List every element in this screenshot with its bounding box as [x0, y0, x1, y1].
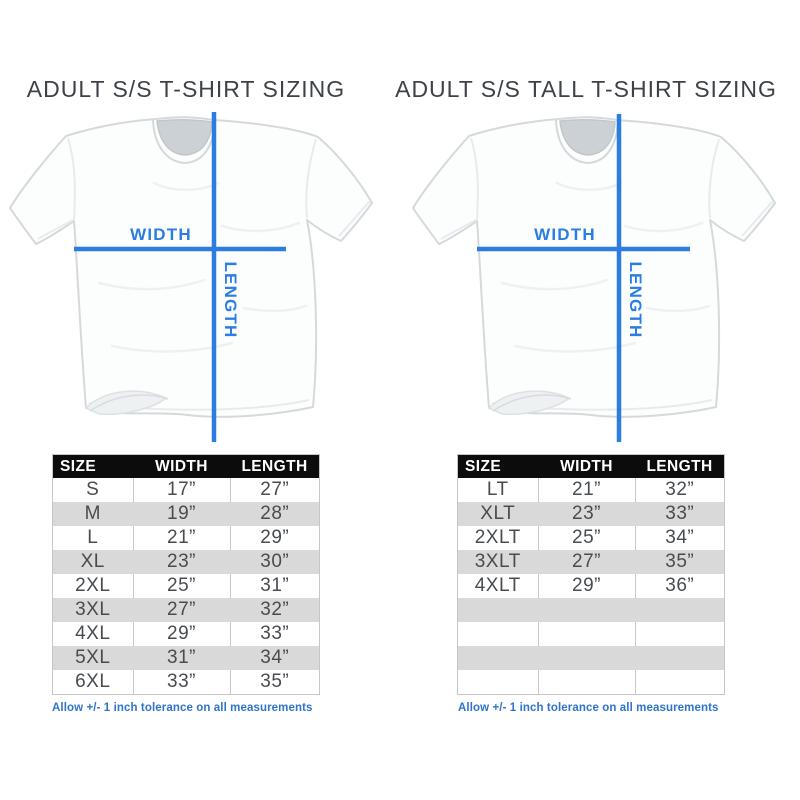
header-width: WIDTH — [133, 454, 230, 478]
width-cell: 25” — [132, 574, 231, 598]
size-cell: 2XL — [52, 574, 134, 598]
size-chart-regular: SIZE WIDTH LENGTH S 17” 27” M 19” 28” L … — [52, 454, 320, 695]
size-cell: 2XLT — [457, 526, 539, 550]
tshirt-illustration — [411, 115, 777, 419]
width-cell: 29” — [537, 574, 636, 598]
width-cell: 31” — [132, 646, 231, 670]
table-header: SIZE WIDTH LENGTH — [52, 454, 320, 478]
width-cell: 17” — [132, 478, 231, 502]
length-cell — [634, 622, 725, 646]
table-body: S 17” 27” M 19” 28” L 21” 29” XL 23” 30”… — [52, 478, 320, 695]
length-cell: 28” — [229, 502, 320, 526]
width-label: WIDTH — [534, 225, 596, 244]
size-cell: 4XLT — [457, 574, 539, 598]
size-cell: LT — [457, 478, 539, 502]
size-cell — [457, 670, 539, 695]
header-size: SIZE — [52, 454, 133, 478]
size-cell: 3XLT — [457, 550, 539, 574]
tshirt-diagram: WIDTH LENGTH — [411, 114, 777, 442]
size-chart-tall: SIZE WIDTH LENGTH LT 21” 32” XLT 23” 33”… — [457, 454, 725, 695]
size-cell — [457, 646, 539, 670]
length-cell: 36” — [634, 574, 725, 598]
size-cell: XLT — [457, 502, 539, 526]
size-cell: 5XL — [52, 646, 134, 670]
width-cell — [537, 598, 636, 622]
width-cell: 27” — [132, 598, 231, 622]
table-row: S 17” 27” — [52, 478, 320, 502]
header-length: LENGTH — [635, 454, 725, 478]
table-row — [457, 598, 725, 622]
length-cell: 32” — [634, 478, 725, 502]
size-cell: 6XL — [52, 670, 134, 695]
width-cell: 19” — [132, 502, 231, 526]
table-row — [457, 622, 725, 646]
width-cell: 27” — [537, 550, 636, 574]
length-cell — [634, 670, 725, 695]
tshirt-diagram: WIDTH LENGTH — [8, 112, 374, 442]
panel-title: ADULT S/S T-SHIRT SIZING — [26, 76, 346, 102]
length-cell: 32” — [229, 598, 320, 622]
header-length: LENGTH — [230, 454, 320, 478]
table-body: LT 21” 32” XLT 23” 33” 2XLT 25” 34” 3XLT… — [457, 478, 725, 695]
size-cell: S — [52, 478, 134, 502]
width-cell: 21” — [537, 478, 636, 502]
size-cell: L — [52, 526, 134, 550]
table-row: 2XLT 25” 34” — [457, 526, 725, 550]
tolerance-note: Allow +/- 1 inch tolerance on all measur… — [458, 702, 719, 714]
table-row: 3XLT 27” 35” — [457, 550, 725, 574]
table-row: L 21” 29” — [52, 526, 320, 550]
width-cell: 21” — [132, 526, 231, 550]
size-cell: 4XL — [52, 622, 134, 646]
width-cell — [537, 622, 636, 646]
width-cell: 33” — [132, 670, 231, 695]
table-row: 5XL 31” 34” — [52, 646, 320, 670]
size-cell — [457, 622, 539, 646]
table-row: XL 23” 30” — [52, 550, 320, 574]
panel-title: ADULT S/S TALL T-SHIRT SIZING — [395, 76, 777, 102]
length-cell: 29” — [229, 526, 320, 550]
size-cell: M — [52, 502, 134, 526]
table-row: 2XL 25” 31” — [52, 574, 320, 598]
table-row — [457, 646, 725, 670]
length-cell: 31” — [229, 574, 320, 598]
length-cell: 34” — [229, 646, 320, 670]
width-label: WIDTH — [130, 225, 192, 244]
tshirt-illustration — [8, 115, 374, 419]
width-cell: 25” — [537, 526, 636, 550]
width-cell — [537, 670, 636, 695]
length-cell: 33” — [229, 622, 320, 646]
table-row: 4XL 29” 33” — [52, 622, 320, 646]
width-cell: 23” — [537, 502, 636, 526]
length-cell: 35” — [634, 550, 725, 574]
length-cell: 35” — [229, 670, 320, 695]
length-label: LENGTH — [626, 261, 645, 338]
header-width: WIDTH — [538, 454, 635, 478]
table-header: SIZE WIDTH LENGTH — [457, 454, 725, 478]
table-row: XLT 23” 33” — [457, 502, 725, 526]
table-row: M 19” 28” — [52, 502, 320, 526]
table-row: 3XL 27” 32” — [52, 598, 320, 622]
length-cell: 33” — [634, 502, 725, 526]
panel-tall-sizing: ADULT S/S TALL T-SHIRT SIZING WIDTH LENG… — [372, 0, 800, 800]
width-cell: 29” — [132, 622, 231, 646]
length-cell: 30” — [229, 550, 320, 574]
size-cell — [457, 598, 539, 622]
tolerance-note: Allow +/- 1 inch tolerance on all measur… — [52, 702, 313, 714]
width-cell — [537, 646, 636, 670]
length-cell: 34” — [634, 526, 725, 550]
length-cell — [634, 646, 725, 670]
table-row: LT 21” 32” — [457, 478, 725, 502]
table-row — [457, 670, 725, 695]
table-row: 6XL 33” 35” — [52, 670, 320, 695]
panel-regular-sizing: ADULT S/S T-SHIRT SIZING WIDTH LENGTH SI… — [0, 0, 374, 800]
size-cell: 3XL — [52, 598, 134, 622]
width-cell: 23” — [132, 550, 231, 574]
length-label: LENGTH — [221, 261, 240, 338]
length-cell: 27” — [229, 478, 320, 502]
size-cell: XL — [52, 550, 134, 574]
table-row: 4XLT 29” 36” — [457, 574, 725, 598]
header-size: SIZE — [457, 454, 538, 478]
length-cell — [634, 598, 725, 622]
